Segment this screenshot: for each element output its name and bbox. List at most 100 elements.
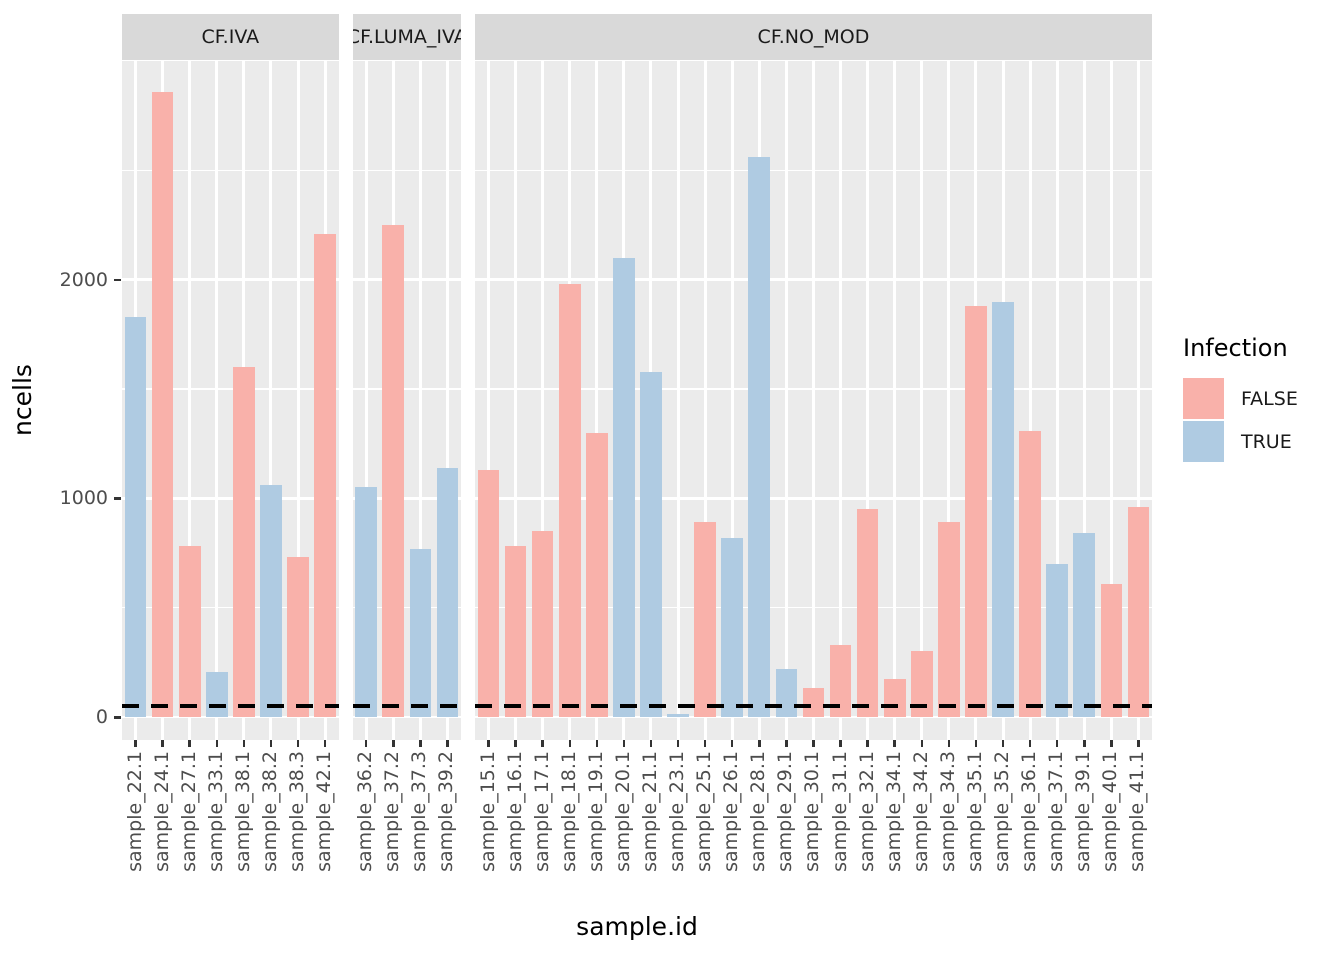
bar-sample_38.3 [287,557,309,718]
x-tick-label: sample_38.2 [258,751,281,872]
bar-sample_29.1 [775,668,798,718]
vertical-gridline [487,61,490,740]
x-tick-mark [242,740,246,747]
x-tick-mark [487,740,490,747]
x-tick-label: sample_37.2 [381,751,404,872]
x-tick-label: sample_32.1 [855,751,878,872]
x-tick-mark [839,740,842,747]
minor-gridline [352,388,461,390]
x-tick-label: sample_39.1 [1072,751,1095,872]
bar-sample_30.1 [802,687,825,718]
bar-sample_33.1 [205,672,228,718]
x-tick-mark [1055,740,1059,747]
vertical-gridline [595,61,599,740]
vertical-gridline [784,61,788,740]
x-tick-label: sample_23.1 [666,751,689,872]
false-label: FALSE [1241,387,1298,410]
x-tick-label: sample_17.1 [530,751,553,872]
bar-sample_26.1 [721,537,744,718]
bar-sample_22.1 [124,316,147,718]
bar-sample_27.1 [178,546,201,718]
legend: Infection FALSE TRUE [1183,334,1298,464]
legend-title: Infection [1183,334,1288,362]
x-tick-label: sample_38.3 [286,751,309,872]
bar-sample_16.1 [504,546,527,718]
x-tick-mark [947,740,951,747]
major-gridline [122,715,339,719]
facet-panel [474,61,1152,740]
bar-sample_18.1 [558,284,581,718]
bar-sample_34.2 [910,651,933,718]
reference-line [352,704,461,709]
major-gridline [352,278,461,281]
x-tick-label: sample_28.1 [747,751,770,872]
x-tick-mark [364,740,368,747]
x-tick-label: sample_19.1 [584,751,607,872]
x-tick-mark [215,740,219,747]
bar-sample_21.1 [640,371,662,718]
x-tick-label: sample_42.1 [313,751,336,872]
vertical-gridline [1055,61,1059,740]
bar-sample_32.1 [856,509,879,718]
vertical-gridline [1109,61,1113,740]
legend-entry-false: FALSE [1183,378,1298,419]
vertical-gridline [215,61,219,740]
x-tick-label: sample_34.2 [909,751,932,872]
major-gridline [352,715,461,719]
y-tick-label: 0 [95,706,108,729]
x-tick-mark [649,740,653,747]
vertical-gridline [1136,61,1140,740]
bar-sample_31.1 [829,644,852,718]
x-tick-label: sample_29.1 [774,751,797,872]
vertical-gridline [866,61,870,740]
bar-sample_36.1 [1019,430,1041,718]
vertical-gridline [730,61,734,740]
x-tick-label: sample_36.1 [1018,751,1041,872]
bar-sample_34.1 [883,678,906,718]
y-tick-mark [114,716,121,719]
minor-gridline [352,607,461,609]
x-tick-label: sample_31.1 [828,751,851,872]
bar-sample_39.1 [1073,533,1096,718]
vertical-gridline [1082,61,1086,740]
false-color-swatch [1183,378,1224,419]
bar-sample_25.1 [694,522,716,718]
bar-sample_17.1 [531,531,554,718]
bar-sample_42.1 [314,233,336,718]
x-tick-label: sample_41.1 [1126,751,1149,872]
bar-sample_37.1 [1046,563,1069,718]
x-tick-label: sample_20.1 [611,751,634,872]
major-gridline [352,497,461,500]
bar-sample_23.1 [667,713,689,718]
minor-gridline [352,169,461,171]
bar-sample_38.1 [233,367,255,718]
x-tick-mark [1083,740,1086,747]
vertical-gridline [839,61,843,740]
bar-sample_24.1 [151,91,174,718]
x-tick-label: sample_40.1 [1099,751,1122,872]
y-tick-mark [114,497,121,500]
bar-sample_36.2 [355,487,377,718]
x-tick-mark [974,740,978,747]
major-gridline [122,497,339,500]
x-tick-mark [392,740,395,747]
x-tick-mark [622,740,626,747]
x-tick-label: sample_18.1 [557,751,580,872]
bar-sample_40.1 [1100,583,1123,718]
x-tick-label: sample_37.1 [1045,751,1068,872]
vertical-gridline [188,61,192,740]
x-tick-label: sample_27.1 [177,751,200,872]
x-tick-mark [785,740,788,747]
x-tick-label: sample_24.1 [150,751,173,872]
x-tick-label: sample_35.1 [963,751,986,872]
x-tick-mark [730,740,734,747]
x-tick-label: sample_16.1 [503,751,526,872]
bar-sample_37.2 [382,225,405,718]
x-tick-label: sample_39.2 [435,751,458,872]
vertical-gridline [269,61,273,740]
bar-sample_20.1 [613,257,635,718]
x-tick-mark [758,740,761,747]
x-tick-label: sample_38.1 [231,751,254,872]
vertical-gridline [920,61,924,740]
